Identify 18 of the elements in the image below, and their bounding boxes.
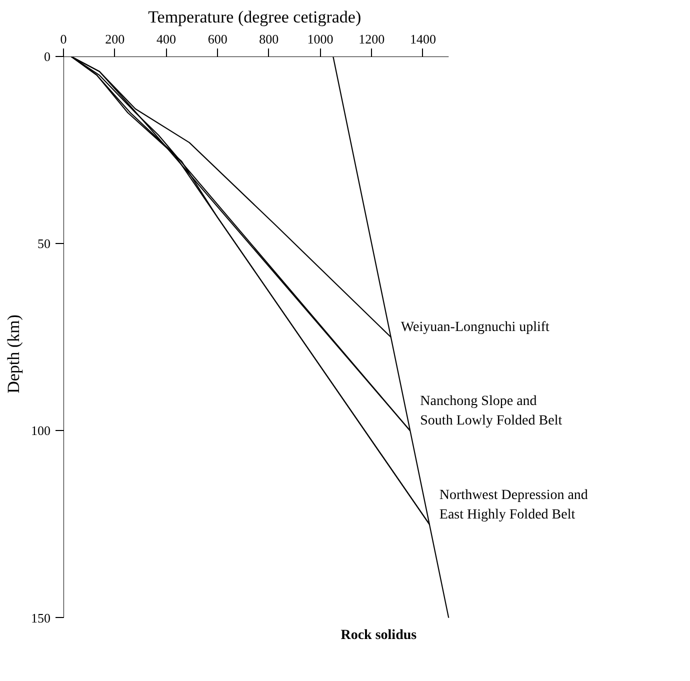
y-axis-title: Depth (km): [4, 314, 23, 394]
annotation: Nanchong Slope and South Lowly Folded Belt: [420, 394, 562, 429]
x-tick-label: 1200: [358, 32, 385, 46]
y-tick-label: 150: [31, 610, 50, 626]
x-tick-label: 400: [156, 32, 176, 46]
x-tick-label: 800: [259, 32, 279, 46]
x-tick-label: 200: [105, 32, 125, 46]
annotation: Northwest Depression and East Highly Folded Belt: [439, 488, 588, 522]
x-tick-label: 600: [208, 32, 228, 46]
annotation: Weiyuan-Longnuchi uplift: [400, 320, 550, 336]
x-axis-title: Temperature (degree cetigrade): [148, 8, 362, 26]
y-tick-label: 0: [44, 49, 50, 64]
annotation: Rock solidus: [340, 628, 418, 643]
x-tick-label: 1400: [410, 32, 436, 46]
y-tick-label: 50: [38, 236, 50, 252]
x-tick-label: 0: [60, 32, 67, 46]
x-tick-label: 1000: [307, 32, 334, 46]
y-tick-label: 100: [31, 423, 50, 438]
